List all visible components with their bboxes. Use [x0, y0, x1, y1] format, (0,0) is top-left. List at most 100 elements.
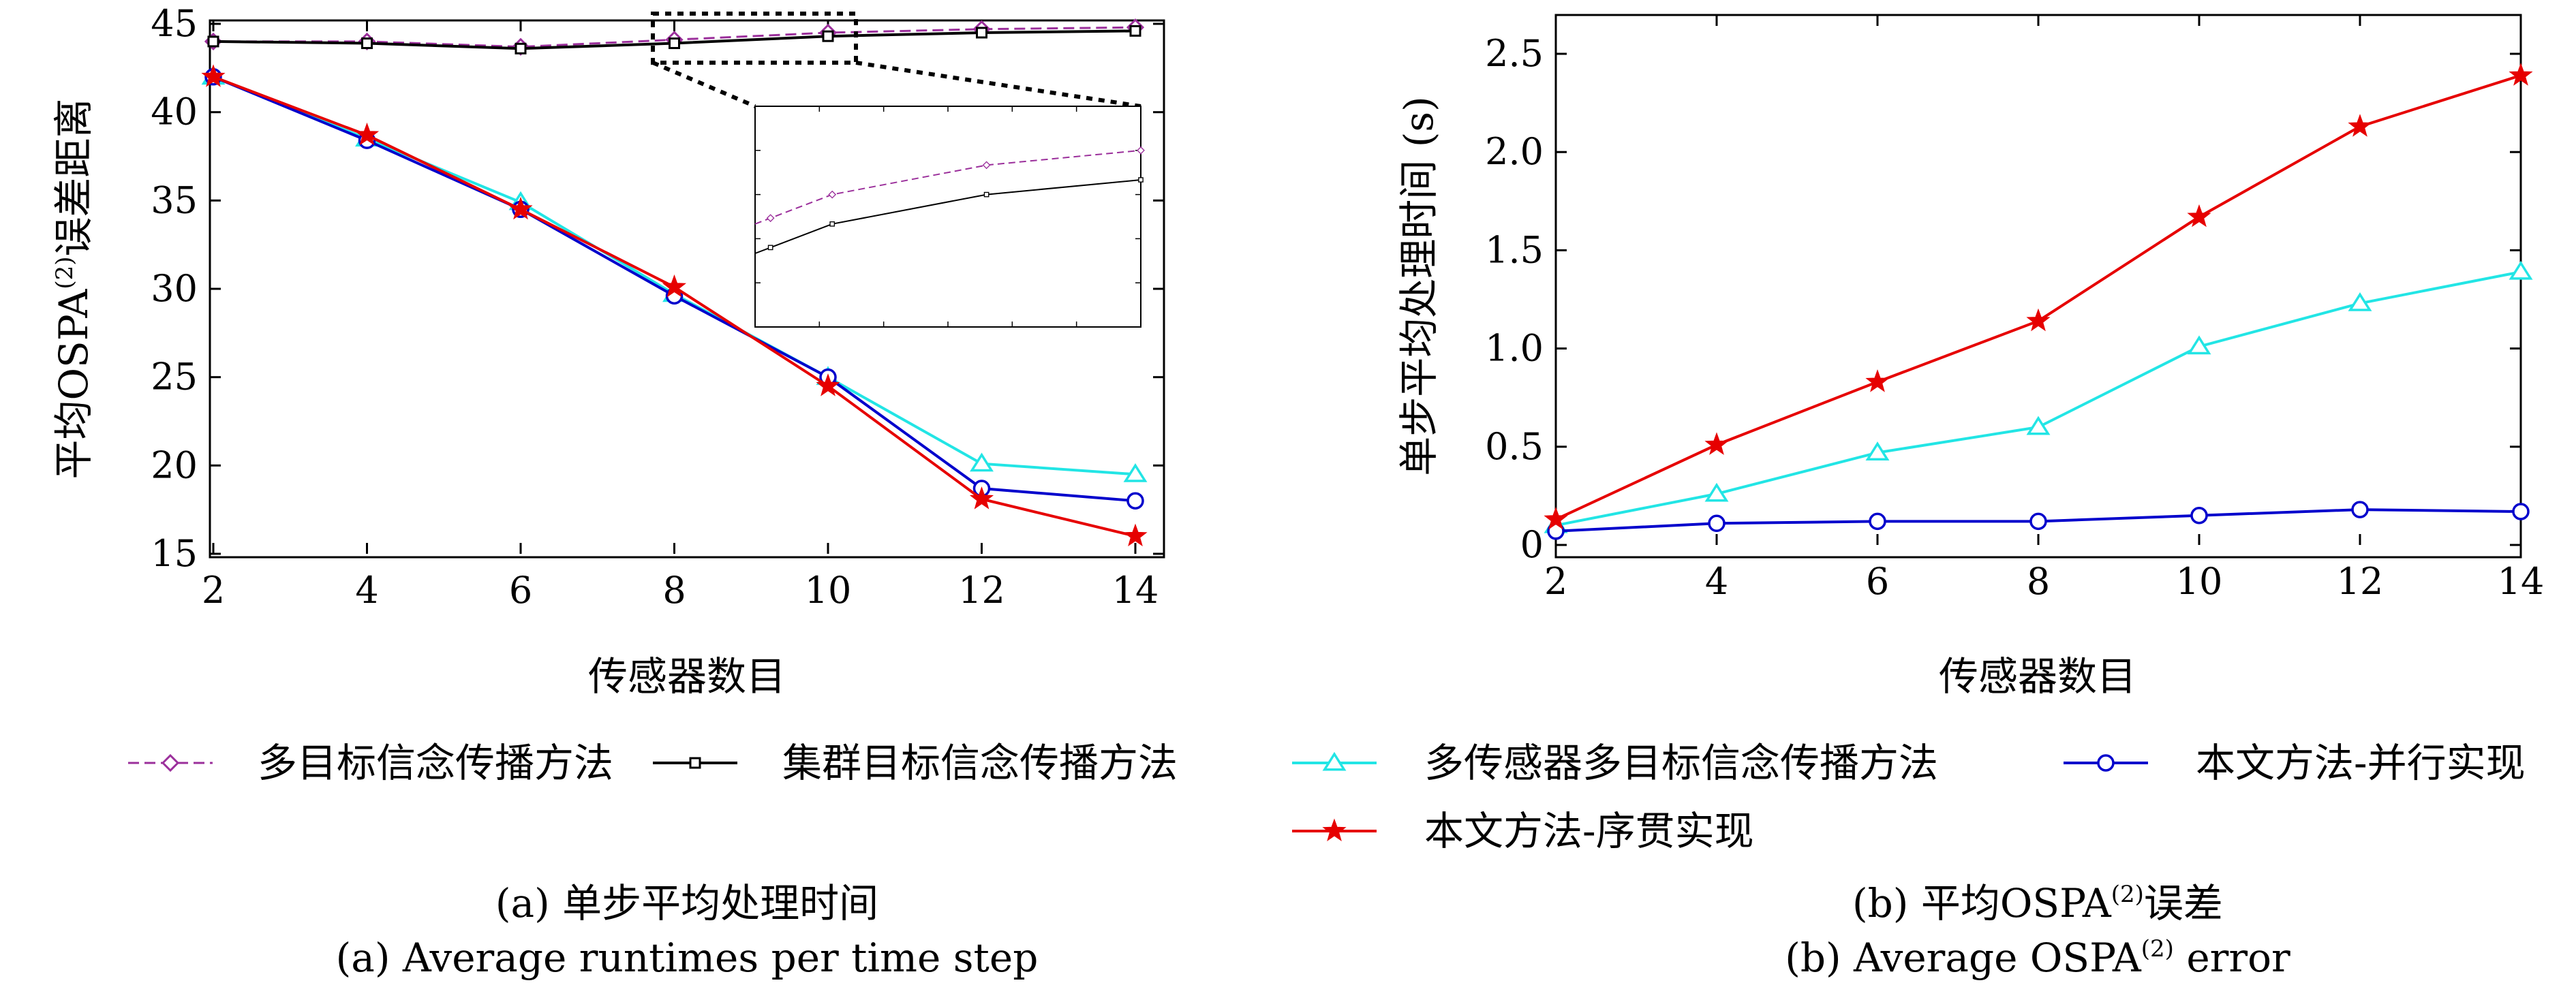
inset-data-point [1138, 177, 1144, 183]
data-point [662, 274, 687, 298]
x-tick-label: 12 [958, 569, 1005, 612]
chart-a: 2 4 6 8 10 12 14 15 20 25 30 35 40 45 平均OSPA(2)误差距离 传… [50, 2, 1165, 700]
legend-item: 本文方法-并行实现 [2064, 740, 2526, 786]
caption-a-en: (a) Average runtimes per time step [336, 935, 1039, 981]
data-point [2190, 506, 2208, 525]
chart-a-xlabel: 传感器数目 [588, 653, 786, 700]
zoom-region-box [651, 12, 858, 65]
inset-data-point [982, 161, 991, 170]
x-tick-label: 4 [1705, 560, 1728, 603]
legend-marker [689, 757, 701, 769]
data-point [1123, 523, 1148, 546]
data-point [2187, 335, 2211, 355]
y-tick-label: 25 [151, 356, 198, 398]
y-tick-label: 35 [151, 178, 198, 221]
data-point [1865, 369, 1890, 392]
x-tick-label: 10 [2176, 560, 2223, 603]
legend-swatch-dashed-diamond [128, 753, 213, 772]
zoom-connector-left [651, 61, 756, 108]
chart-a-series [201, 18, 1148, 546]
legend-item: 多目标信念传播方法 [128, 740, 613, 786]
chart-b-ticks: 2 4 6 8 10 12 14 0 0.5 1.0 1.5 2.0 2.5 [1485, 15, 2544, 603]
y-tick-label: 20 [151, 443, 198, 486]
data-point [969, 486, 994, 510]
data-point [2509, 63, 2533, 86]
caption-b-en: (b) Average OSPA(2) error [1785, 935, 2290, 981]
inset-data-point [983, 191, 990, 198]
inset-data-point [767, 245, 773, 251]
legend-swatch-circle [2064, 754, 2148, 772]
data-point [1869, 512, 1886, 531]
chart-b-ylabel: 单步平均处理时间 (s) [1396, 96, 1442, 475]
legend-right: 多传感器多目标信念传播方法 本文方法-并行实现 本文方法-序贯实现 [1292, 740, 2526, 854]
chart-a-ticks: 2 4 6 8 10 12 14 15 20 25 30 35 40 45 [151, 2, 1164, 612]
chart-b-plot-frame [1554, 14, 2522, 559]
data-point [1708, 514, 1726, 533]
y-tick-label: 40 [151, 91, 198, 134]
svg-text:本文方法-并行实现: 本文方法-并行实现 [2196, 740, 2526, 786]
x-tick-label: 2 [1544, 560, 1567, 603]
y-tick-label: 1.0 [1485, 327, 1544, 370]
data-point [2187, 204, 2211, 228]
data-point [201, 64, 226, 87]
data-point [2026, 308, 2051, 332]
y-tick-label: 15 [151, 532, 198, 575]
y-tick-label: 2.0 [1485, 130, 1544, 173]
x-tick-label: 14 [2498, 560, 2545, 603]
y-tick-label: 0 [1520, 523, 1544, 566]
data-point [970, 452, 994, 472]
legend-item: 多传感器多目标信念传播方法 [1292, 740, 1938, 786]
chart-b-series [1544, 63, 2533, 540]
data-point [822, 30, 834, 42]
data-point [816, 373, 840, 396]
legend-marker [161, 753, 180, 772]
legend-swatch-star [1292, 818, 1377, 841]
inset-series-line [754, 179, 1141, 254]
data-point [354, 122, 380, 146]
data-point [2509, 260, 2533, 280]
svg-text:本文方法-序贯实现: 本文方法-序贯实现 [1424, 808, 1754, 854]
inset-data-point [766, 214, 775, 223]
data-point [1865, 441, 1890, 460]
data-point [2029, 512, 2047, 531]
data-point [1126, 492, 1144, 510]
inset-data-point [1137, 146, 1145, 155]
data-point [2512, 503, 2530, 520]
x-tick-label: 10 [805, 569, 852, 612]
y-tick-label: 0.5 [1485, 425, 1544, 468]
svg-text:集群目标信念传播方法: 集群目标信念传播方法 [782, 740, 1178, 786]
caption-a-cn: (a) 单步平均处理时间 [495, 880, 878, 926]
inset-frame [754, 106, 1141, 328]
data-point [669, 37, 680, 50]
data-point [2351, 501, 2369, 518]
x-tick-label: 14 [1112, 569, 1159, 612]
y-tick-label: 1.5 [1485, 228, 1544, 271]
data-point [515, 42, 527, 54]
legend-swatch-solid-square [653, 757, 737, 769]
chart-a-ylabel: 平均OSPA(2)误差距离 [50, 98, 97, 479]
x-tick-label: 4 [355, 569, 378, 612]
zoom-connector-right [855, 61, 1141, 108]
inset-series-line [754, 149, 1141, 225]
legend-marker [1322, 818, 1347, 841]
x-tick-label: 8 [662, 569, 686, 612]
x-tick-label: 6 [1866, 560, 1889, 603]
x-tick-label: 8 [2027, 560, 2050, 603]
inset-data-point [828, 190, 837, 199]
chart-b-xlabel: 传感器数目 [1939, 653, 2136, 700]
data-point [1544, 507, 1568, 530]
data-point [2026, 416, 2051, 435]
y-tick-label: 2.5 [1485, 32, 1544, 75]
legend-item: 本文方法-序贯实现 [1292, 808, 1754, 854]
svg-text:多目标信念传播方法: 多目标信念传播方法 [258, 740, 613, 786]
legend-swatch-triangle [1292, 751, 1377, 771]
legend-item: 集群目标信念传播方法 [653, 740, 1178, 786]
svg-text:多传感器多目标信念传播方法: 多传感器多目标信念传播方法 [1424, 740, 1938, 786]
data-point [2348, 114, 2372, 137]
y-tick-label: 30 [151, 267, 198, 310]
series-line [1555, 74, 2521, 521]
x-tick-label: 2 [202, 569, 225, 612]
data-point [207, 35, 219, 48]
data-point [976, 27, 987, 39]
